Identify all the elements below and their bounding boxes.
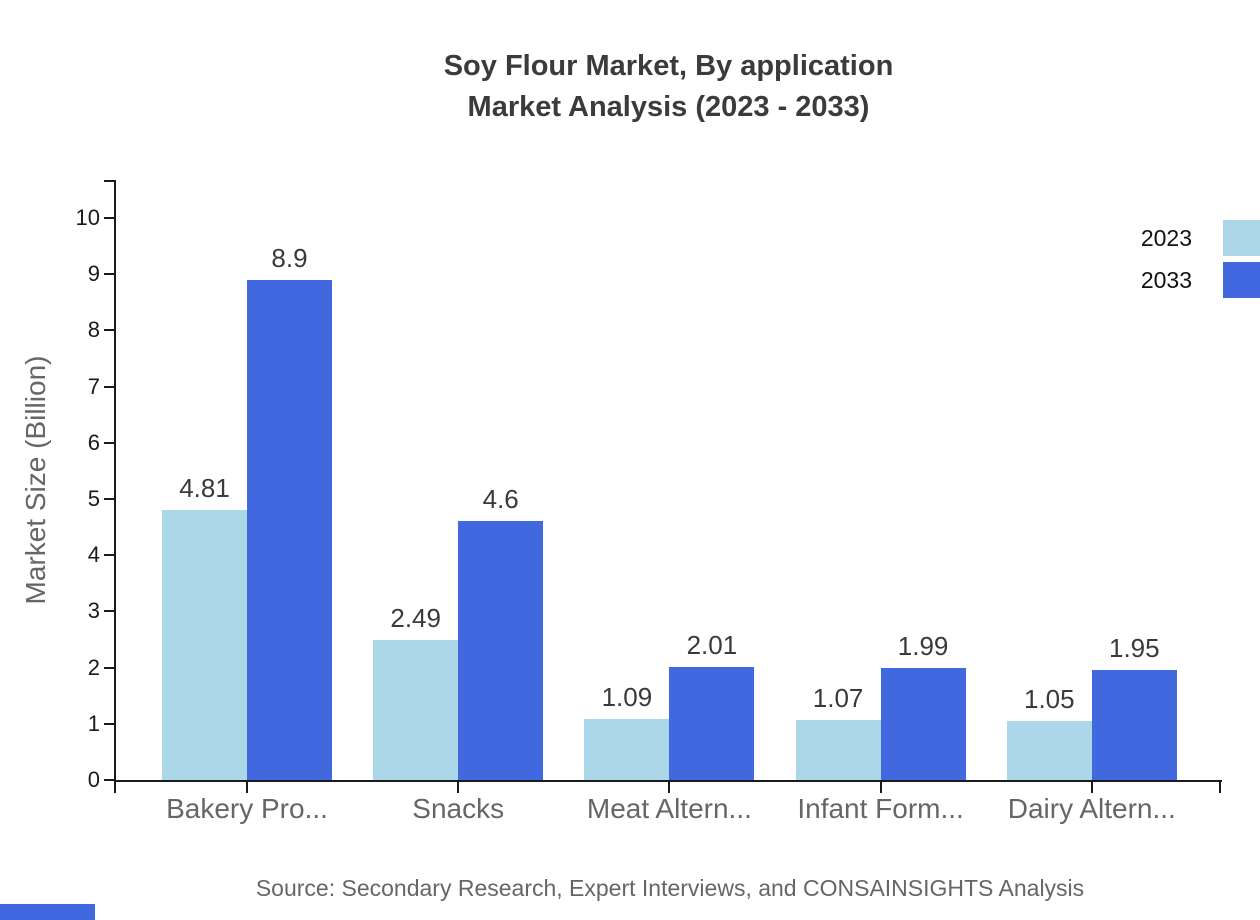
x-axis-tick	[1090, 782, 1093, 793]
legend-label-2033: 2033	[1140, 267, 1192, 293]
source-note: Source: Secondary Research, Expert Inter…	[255, 875, 1085, 901]
bar-value-label: 2.01	[686, 630, 738, 661]
bar-value-label: 1.07	[812, 682, 864, 713]
bar-value-label: 1.95	[1108, 633, 1160, 664]
y-axis-tick-label: 5	[87, 486, 100, 511]
y-axis-tick-label: 9	[87, 261, 100, 287]
y-axis-tick	[104, 722, 114, 725]
y-axis-tick-label: 8	[87, 317, 100, 343]
y-axis-tick-label: 2	[87, 654, 100, 680]
y-axis-tick	[104, 217, 114, 219]
y-axis-tick	[104, 273, 114, 276]
legend-label-2023: 2023	[1140, 225, 1192, 251]
y-axis-tick	[104, 385, 114, 388]
bar-value-label: 8.9	[271, 242, 308, 273]
y-axis-tick-label: 1	[87, 710, 100, 736]
bar-2033-4	[1091, 670, 1177, 780]
x-axis-tick	[1219, 782, 1221, 793]
bar-value-label: 1.05	[1023, 683, 1075, 714]
y-axis-tick-label: 7	[87, 373, 100, 399]
x-axis-tick	[668, 782, 671, 793]
x-axis-category-label: Meat Altern...	[586, 793, 752, 824]
x-axis-line	[114, 780, 1222, 782]
x-axis-tick	[114, 782, 116, 793]
y-axis-line	[114, 180, 116, 782]
chart-title: Soy Flour Market, By application Market …	[115, 46, 1222, 128]
legend-swatch-2023	[1223, 220, 1260, 256]
bar-value-label: 4.81	[179, 472, 230, 503]
x-axis-category-label: Dairy Altern...	[1007, 793, 1176, 824]
bar-2023-2	[584, 718, 670, 780]
y-axis-tick	[104, 554, 114, 557]
bar-2033-0	[247, 279, 332, 780]
x-axis-tick	[246, 782, 248, 793]
y-axis-tick-label: 6	[87, 429, 100, 455]
y-axis-tick	[104, 441, 114, 444]
y-axis-tick	[104, 666, 114, 669]
bar-2033-2	[669, 667, 755, 780]
bar-2033-1	[458, 521, 544, 780]
x-axis-tick	[879, 782, 882, 793]
y-axis-tick-label: 10	[75, 205, 100, 230]
bar-2023-0	[162, 509, 247, 780]
bar-2023-4	[1006, 720, 1092, 780]
y-axis-tick	[104, 329, 114, 332]
brand-corner-mark	[0, 904, 95, 920]
bar-2023-3	[795, 719, 881, 780]
y-axis-tick	[104, 610, 114, 613]
y-axis-end-tick	[104, 180, 114, 182]
bar-value-label: 4.6	[482, 484, 519, 515]
bar-value-label: 2.49	[390, 603, 441, 634]
chart-title-line-1: Soy Flour Market, By application	[443, 50, 894, 82]
bar-value-label: 1.99	[897, 631, 949, 662]
y-axis-tick-label: 4	[87, 542, 100, 568]
legend-swatch-2033	[1223, 262, 1260, 298]
bar-2033-3	[880, 668, 966, 780]
x-axis-tick	[457, 782, 460, 793]
x-axis-category-label: Infant Form...	[797, 793, 964, 824]
y-axis-tick	[104, 498, 114, 500]
chart-title-line-2: Market Analysis (2023 - 2033)	[467, 91, 870, 123]
x-axis-category-label: Snacks	[412, 793, 505, 824]
bar-value-label: 1.09	[601, 681, 653, 712]
y-axis-tick-label: 3	[87, 598, 100, 624]
y-axis-tick	[104, 779, 114, 781]
y-axis-tick-label: 0	[87, 767, 100, 792]
bar-2023-1	[373, 640, 459, 780]
x-axis-category-label: Bakery Pro...	[166, 793, 328, 824]
